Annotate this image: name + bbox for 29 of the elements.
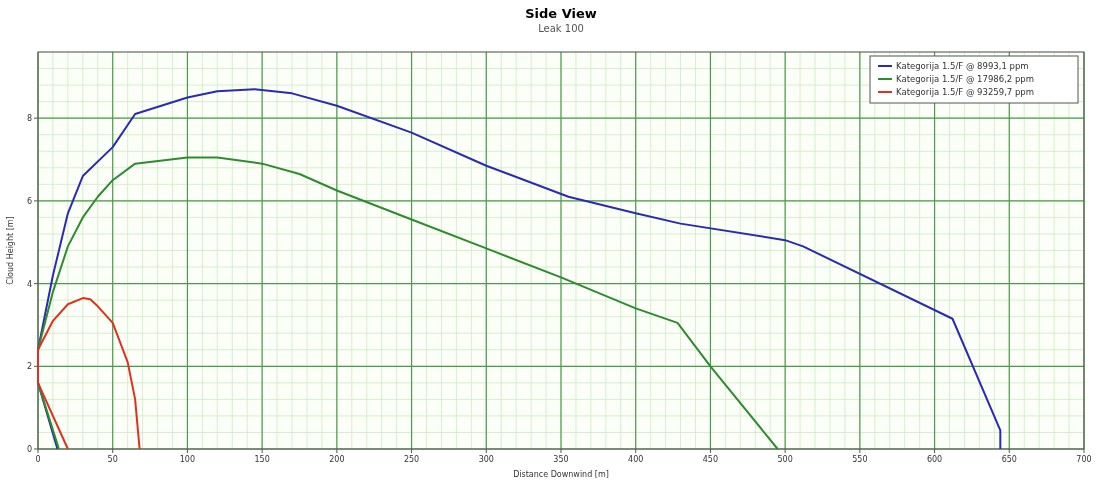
x-tick-label: 100 (179, 455, 196, 464)
y-tick-label: 4 (26, 279, 32, 289)
y-tick-label: 8 (26, 114, 32, 124)
x-tick-label: 150 (254, 455, 270, 464)
x-tick-label: 250 (403, 455, 420, 464)
line-series (37, 297, 141, 450)
y-axis-title: Cloud Height [m] (6, 216, 15, 285)
x-tick-label: 600 (926, 455, 943, 464)
legend-label: Kategorija 1.5/F @ 93259,7 ppm (896, 87, 1035, 97)
x-tick-label: 700 (1076, 455, 1092, 464)
x-tick-label: 200 (329, 455, 345, 464)
y-tick-label: 0 (26, 445, 32, 454)
x-tick-label: 350 (553, 455, 569, 464)
x-tick-label: 650 (1001, 455, 1017, 464)
x-tick-label: 0 (35, 455, 41, 464)
y-tick-label: 6 (26, 196, 32, 206)
x-axis-title: Distance Downwind [m] (513, 470, 609, 479)
x-tick-label: 400 (628, 455, 644, 464)
chart-title: Side View (525, 6, 597, 21)
x-tick-label: 550 (852, 455, 868, 464)
x-tick-label: 50 (107, 455, 118, 464)
x-tick-label: 300 (478, 455, 494, 464)
line-series (37, 156, 779, 450)
y-tick-label: 2 (26, 362, 32, 372)
x-tick-label: 450 (702, 455, 719, 464)
chart-subtitle: Leak 100 (538, 23, 584, 34)
x-tick-label: 500 (777, 455, 793, 464)
legend-label: Kategorija 1.5/F @ 17986,2 ppm (896, 74, 1035, 84)
legend-label: Kategorija 1.5/F @ 8993,1 ppm (896, 61, 1029, 71)
